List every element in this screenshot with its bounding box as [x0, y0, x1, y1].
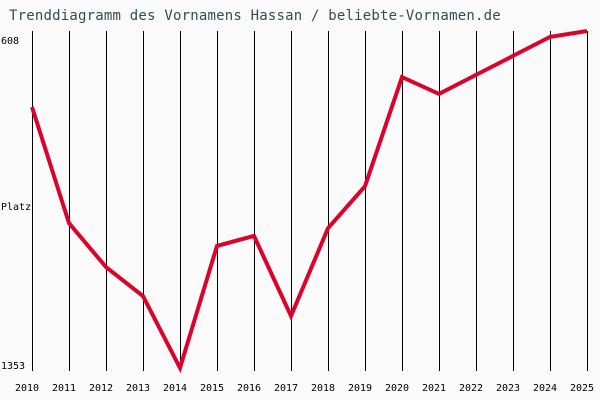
x-axis-label: 2017 — [274, 383, 298, 394]
x-axis-label: 2014 — [163, 383, 187, 394]
trend-line — [30, 29, 588, 374]
x-axis-label: 2011 — [52, 383, 76, 394]
x-axis-label: 2013 — [126, 383, 150, 394]
x-axis-label: 2012 — [89, 383, 113, 394]
x-axis-label: 2020 — [385, 383, 409, 394]
vertical-gridlines — [32, 31, 588, 371]
x-axis-labels: 2010 2011 2012 2013 2014 2015 2016 2017 2018 2019… — [15, 383, 594, 394]
x-axis-label: 2019 — [348, 383, 372, 394]
x-axis-label: 2023 — [496, 383, 520, 394]
x-axis-label: 2010 — [15, 383, 39, 394]
x-axis-label: 2024 — [533, 383, 557, 394]
x-axis-label: 2021 — [422, 383, 446, 394]
y-axis-top-label: 608 — [1, 36, 20, 47]
chart-title: Trenddiagramm des Vornamens Hassan / bel… — [9, 8, 501, 24]
y-axis-bottom-label: 1353 — [1, 361, 26, 372]
y-axis-title: Platz — [1, 202, 32, 213]
x-axis-label: 2022 — [459, 383, 483, 394]
x-axis-label: 2015 — [200, 383, 224, 394]
x-axis-label: 2018 — [311, 383, 335, 394]
x-axis-label: 2025 — [570, 383, 594, 394]
x-axis-label: 2016 — [237, 383, 261, 394]
